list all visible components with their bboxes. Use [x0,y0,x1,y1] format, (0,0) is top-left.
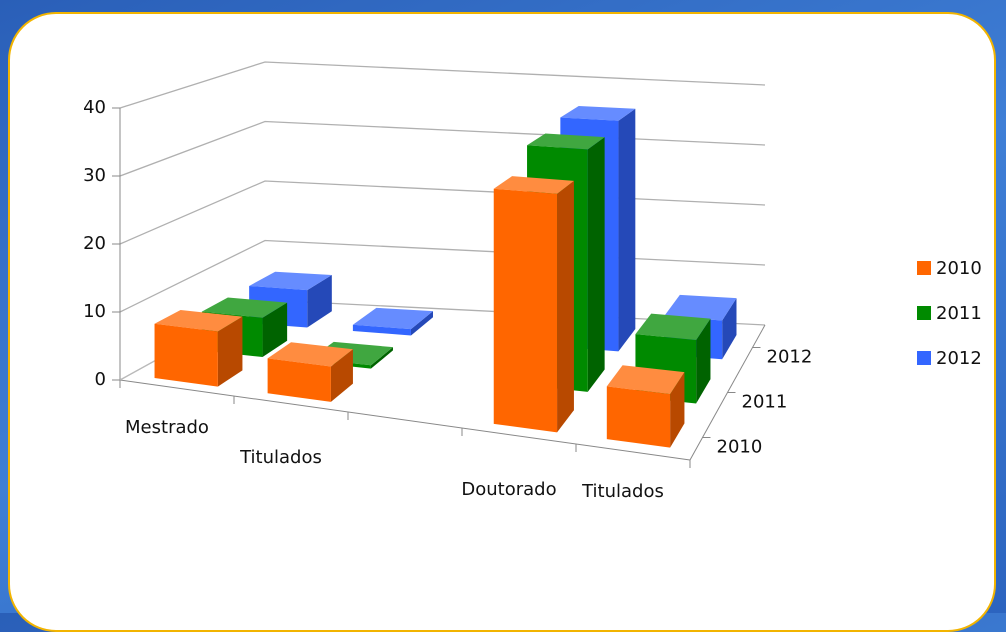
bar-top [352,307,433,330]
bar-side [722,298,737,360]
y-tick-label: 20 [83,233,106,254]
grid-line [119,239,766,313]
legend-swatch [917,261,931,275]
bar-side [307,275,332,328]
bar [154,323,218,387]
bar [352,324,411,336]
y-tick-label: 40 [83,97,106,118]
x-tick-label: Titulados [581,481,664,502]
x-axis [119,379,691,461]
bar-top [154,309,243,332]
x-tick-label: Doutorado [461,479,556,500]
bar-top [527,133,605,150]
grid-line [119,120,766,177]
legend-swatch [917,306,931,320]
bar-side [262,302,288,358]
bar-top [493,176,574,194]
bar-top [201,297,288,318]
depth-tick-label: 2011 [742,392,788,413]
bar-side [587,137,605,392]
y-tick-label: 30 [83,165,106,186]
bar [606,386,671,448]
bar [267,358,331,402]
bar-top [635,313,711,340]
bar-side [370,347,393,369]
x-tick-label: Titulados [239,447,322,468]
bar-top [606,365,685,395]
y-tick-label: 0 [95,369,106,390]
y-tick-label: 10 [83,301,106,322]
legend-label: 2012 [936,348,982,369]
bar-side [410,311,433,336]
bar-side [618,108,636,352]
grid-line [119,180,766,245]
depth-tick-label: 2012 [767,347,813,368]
bar-side [696,318,711,404]
bar [493,188,558,433]
grid-line [119,61,766,109]
chart: 0 10 20 30 40 Mestrado Titulados Doutorado Titul… [83,61,982,502]
bar-side [670,372,685,448]
legend-label: 2010 [936,258,982,279]
bar-top [249,271,332,291]
bar-top [267,342,353,367]
bar-side [217,316,243,387]
bar-top [664,294,737,321]
bar-side [557,180,574,433]
legend-swatch [917,351,931,365]
bar-side [330,349,353,402]
bar-top [560,105,636,121]
x-tick-label: Mestrado [125,417,209,438]
legend-label: 2011 [936,303,982,324]
depth-tick-label: 2010 [717,437,763,458]
